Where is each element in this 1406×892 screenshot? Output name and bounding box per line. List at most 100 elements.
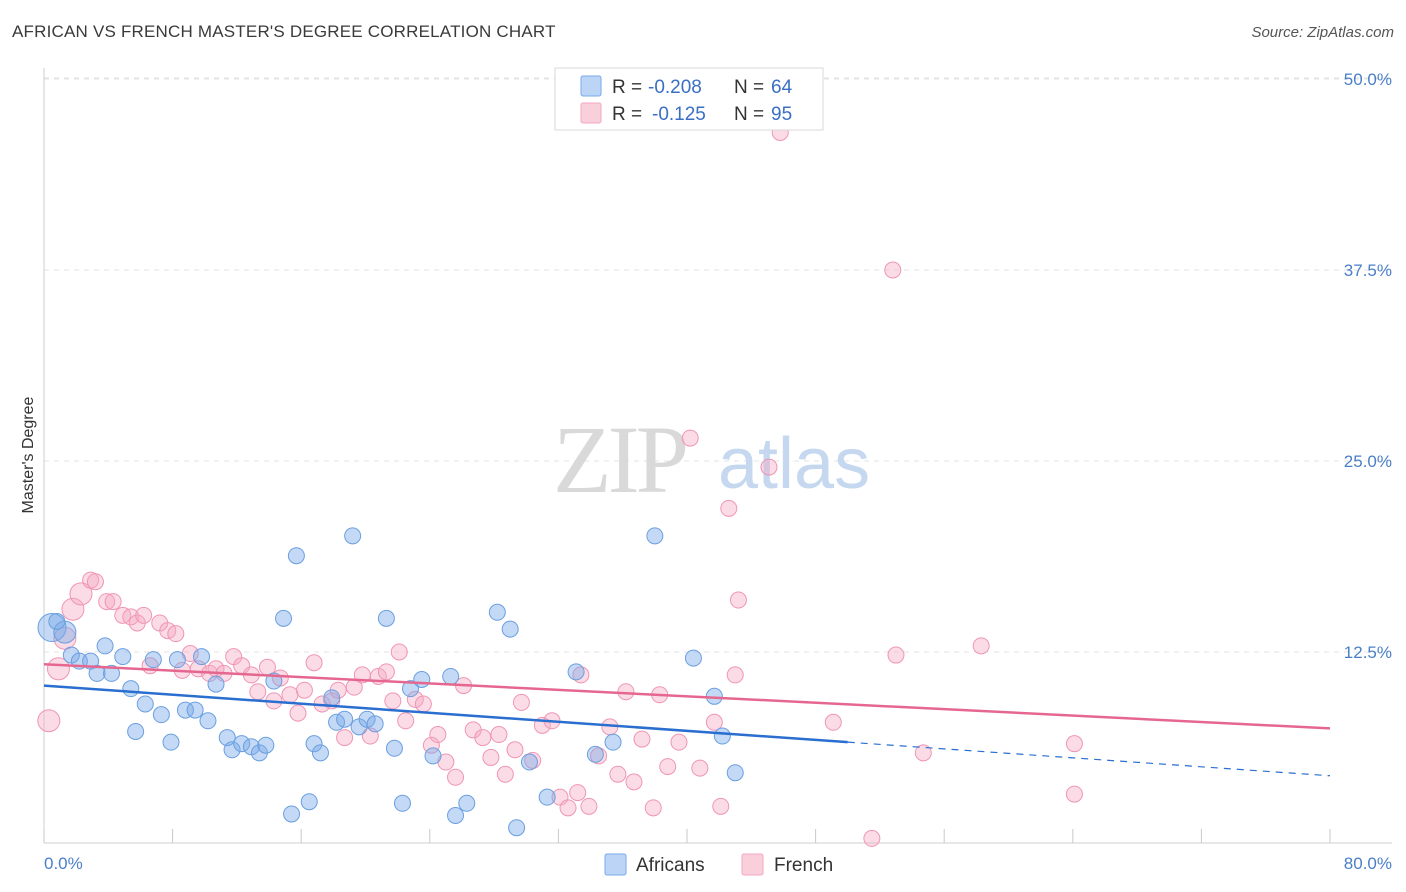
french-point: [249, 683, 267, 701]
africans-point: [413, 671, 431, 689]
french-point: [422, 736, 440, 754]
legend-french-r-value: -0.125: [652, 104, 706, 125]
french-point: [863, 829, 881, 847]
french-point: [295, 681, 313, 699]
french-point: [972, 637, 990, 655]
french-point: [281, 686, 299, 704]
africans-point: [488, 603, 506, 621]
french-point: [681, 429, 699, 447]
africans-point: [344, 527, 362, 545]
africans-point: [48, 612, 66, 630]
french-point: [824, 713, 842, 731]
africans-point: [646, 527, 664, 545]
y-tick-label: 50.0%: [1344, 70, 1392, 89]
africans-point: [424, 747, 442, 765]
africans-point: [233, 735, 251, 753]
watermark-zip: ZIP: [553, 406, 686, 513]
africans-point: [323, 689, 341, 707]
legend-french-n-label: N =: [734, 104, 764, 125]
africans-point: [311, 744, 329, 762]
africans-point: [103, 664, 121, 682]
french-point: [69, 582, 93, 606]
french-point: [289, 704, 307, 722]
french-point: [429, 726, 447, 744]
french-point: [884, 261, 902, 279]
africans-point: [393, 794, 411, 812]
africans-point: [168, 651, 186, 669]
french-point: [914, 744, 932, 762]
africans-point: [162, 733, 180, 751]
legend-swatch-africans: [580, 75, 602, 97]
french-point: [377, 663, 395, 681]
french-point: [512, 693, 530, 711]
africans-point: [122, 680, 140, 698]
africans-point: [604, 733, 622, 751]
x-tick-marks: [43, 829, 1331, 843]
french-point: [390, 643, 408, 661]
africans-point: [144, 651, 162, 669]
legend-africans-n-value: 64: [771, 77, 793, 98]
legend-swatch-french: [580, 102, 602, 124]
french-point: [580, 797, 598, 815]
french-point: [1065, 785, 1083, 803]
watermark-atlas: atlas: [718, 424, 870, 504]
africans-point: [300, 793, 318, 811]
africans-trend-line: [43, 684, 848, 744]
french-point: [406, 690, 424, 708]
africans-point: [458, 794, 476, 812]
africans-point: [442, 667, 460, 685]
africans-point: [136, 695, 154, 713]
africans-point: [127, 722, 145, 740]
french-point: [305, 654, 323, 672]
africans-point: [114, 648, 132, 666]
y-tick-label: 37.5%: [1344, 261, 1392, 280]
africans-point: [508, 819, 526, 837]
trend-lines: [43, 662, 1331, 777]
africans-point: [207, 675, 225, 693]
french-point: [474, 729, 492, 747]
africans-point: [726, 764, 744, 782]
french-point: [53, 626, 77, 650]
french-point: [490, 726, 508, 744]
chart-title: AFRICAN VS FRENCH MASTER'S DEGREE CORREL…: [12, 22, 556, 41]
french-point: [625, 773, 643, 791]
y-tick-label: 12.5%: [1344, 643, 1392, 662]
y-tick-label: 25.0%: [1344, 452, 1392, 471]
africans-point: [152, 706, 170, 724]
french-point: [122, 608, 140, 626]
french-point: [609, 765, 627, 783]
french-point: [61, 597, 85, 621]
africans-point: [186, 701, 204, 719]
french-point: [617, 683, 635, 701]
french-point: [86, 573, 104, 591]
africans-point: [96, 637, 114, 655]
french-point: [644, 799, 662, 817]
french-point: [691, 759, 709, 777]
french-point: [659, 758, 677, 776]
africans-point: [385, 739, 403, 757]
africans-point: [287, 547, 305, 565]
africans-point: [223, 741, 241, 759]
french-point: [720, 499, 738, 517]
source-label: Source: ZipAtlas.com: [1251, 24, 1394, 41]
gridlines: [44, 77, 1392, 653]
french-point: [167, 625, 185, 643]
french-point: [633, 730, 651, 748]
africans-point: [586, 745, 604, 763]
africans-points: [37, 527, 744, 837]
french-point: [670, 733, 688, 751]
africans-point: [358, 710, 376, 728]
french-point: [397, 712, 415, 730]
africans-point: [275, 609, 293, 627]
french-point: [496, 765, 514, 783]
africans-point: [684, 649, 702, 667]
y-tick-labels: 50.0% 37.5% 25.0% 12.5%: [1344, 70, 1392, 662]
bottom-legend: Africans French: [604, 853, 833, 876]
french-point: [572, 666, 590, 684]
french-point: [414, 695, 432, 713]
x-tick-label-max: 80.0%: [1344, 854, 1392, 873]
french-point: [705, 713, 723, 731]
africans-point: [447, 806, 465, 824]
africans-point: [713, 727, 731, 745]
french-point: [712, 797, 730, 815]
